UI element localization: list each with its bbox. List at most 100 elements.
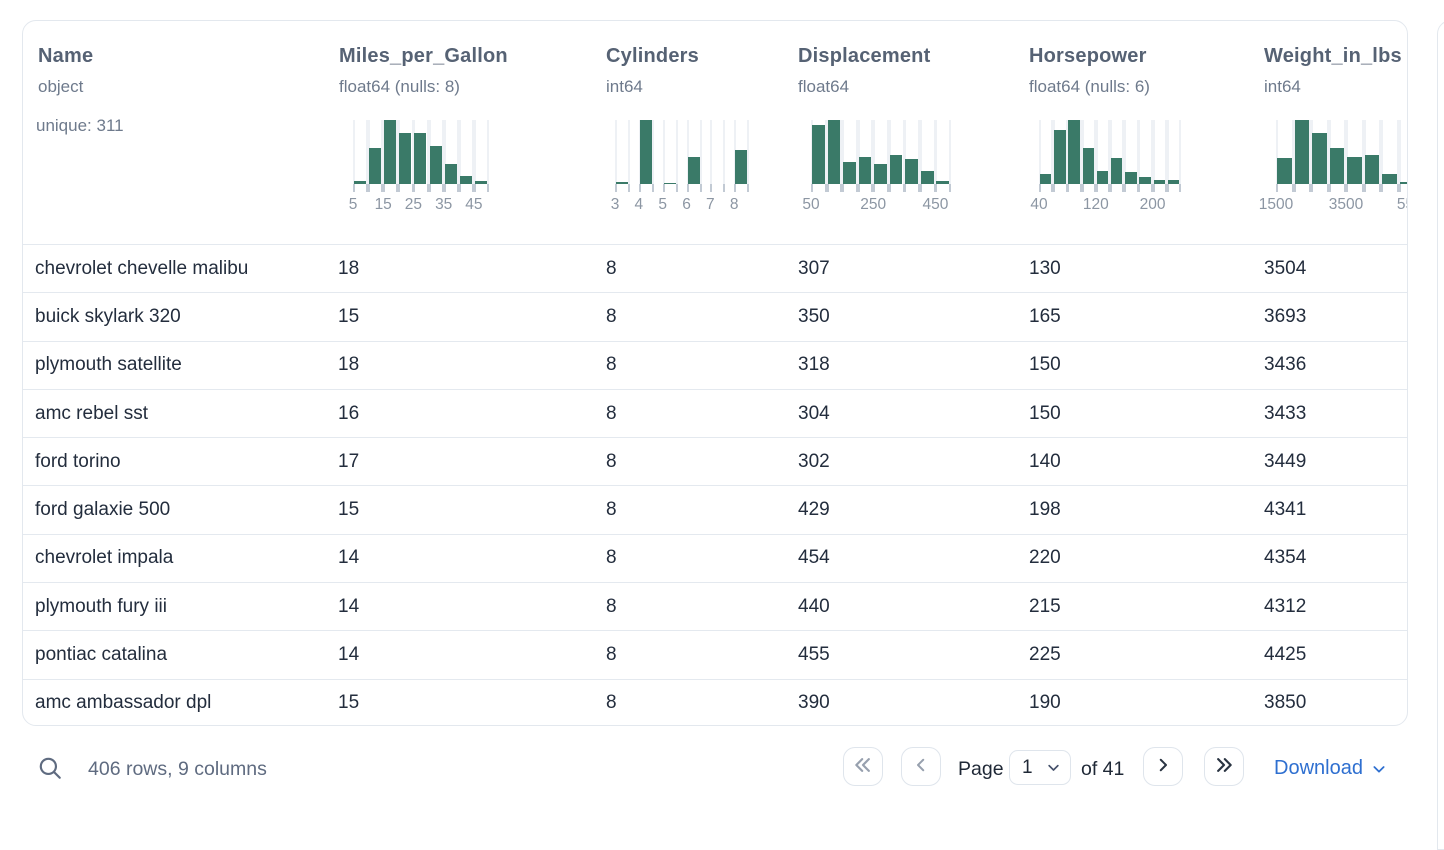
- hist-gridline: [840, 120, 843, 184]
- hist-tick: [628, 184, 631, 192]
- hist-gridline: [441, 120, 444, 184]
- hist-axis-label: 250: [860, 196, 887, 213]
- hist-tick: [398, 184, 401, 192]
- hist-tick: [675, 184, 678, 192]
- hist-tick: [1136, 184, 1139, 192]
- hist-bar: [399, 132, 412, 184]
- table-cell: 3850: [1264, 692, 1307, 714]
- hist-axis-label: 200: [1139, 196, 1166, 213]
- hist-gridline: [904, 120, 907, 184]
- hist-tick: [1309, 184, 1312, 192]
- hist-tick: [381, 184, 384, 192]
- hist-gridline: [615, 120, 617, 184]
- hist-gridline: [1166, 120, 1169, 184]
- hist-axis-label: 50: [802, 196, 820, 213]
- table-cell: amc ambassador dpl: [35, 692, 212, 714]
- column-type: int64: [1264, 77, 1301, 96]
- search-button[interactable]: [36, 755, 64, 783]
- hist-tick: [1276, 184, 1278, 192]
- hist-tick: [686, 184, 689, 192]
- hist-tick: [1165, 184, 1167, 192]
- hist-tick: [411, 184, 414, 192]
- hist-tick: [1053, 184, 1056, 192]
- hist-bar: [1382, 173, 1397, 184]
- hist-tick: [1293, 184, 1296, 192]
- hist-tick: [1108, 184, 1111, 192]
- table-cell: 8: [606, 692, 617, 714]
- hist-gridline: [1152, 120, 1155, 184]
- table-row: amc ambassador dpl 15 8 390 190 3850: [23, 678, 1407, 725]
- hist-tick: [873, 184, 876, 192]
- hist-gridline: [411, 120, 414, 184]
- hist-bar: [889, 155, 903, 184]
- column-title: Horsepower: [1029, 45, 1147, 67]
- hist-axis-label: 3: [610, 196, 620, 213]
- table-cell: 150: [1029, 402, 1061, 424]
- hist-axis-label: 8: [729, 196, 739, 213]
- hist-gridline: [871, 120, 874, 184]
- table-cell: amc rebel sst: [35, 402, 148, 424]
- column-histogram-weight_in_lbs: 1500 3500 5500: [1259, 120, 1407, 216]
- hist-tick: [456, 184, 459, 192]
- hist-tick: [383, 184, 386, 192]
- table-cell: 150: [1029, 354, 1061, 376]
- table-cell: 190: [1029, 692, 1061, 714]
- page-total: of 41: [1081, 758, 1125, 780]
- table-cell: 3449: [1264, 450, 1307, 472]
- hist-bar: [1364, 154, 1380, 184]
- hist-bar: [384, 120, 397, 184]
- hist-bar: [429, 146, 442, 184]
- hist-tick: [473, 184, 476, 192]
- hist-gridline: [1361, 120, 1364, 184]
- hist-tick: [1166, 184, 1169, 192]
- table-cell: 8: [606, 305, 617, 327]
- hist-tick: [1081, 184, 1084, 192]
- table-cell: 14: [338, 547, 360, 569]
- next-page-button[interactable]: [1143, 747, 1183, 786]
- page-select[interactable]: 1: [1009, 750, 1071, 785]
- hist-gridline: [353, 120, 355, 184]
- column-title: Name: [38, 45, 94, 67]
- hist-gridline: [710, 120, 713, 184]
- hist-tick: [458, 184, 461, 192]
- hist-gridline: [888, 120, 891, 184]
- page-select-value: 1: [1022, 756, 1033, 778]
- column-header-miles_per_gallon: Miles_per_Gallon float64 (nulls: 8): [339, 45, 508, 97]
- double-chevron-right-icon: [1214, 755, 1234, 778]
- hist-tick: [1398, 184, 1401, 192]
- hist-tick: [699, 184, 702, 192]
- table-cell: 198: [1029, 499, 1061, 521]
- download-button[interactable]: Download: [1274, 757, 1387, 780]
- hist-tick: [855, 184, 858, 192]
- table-row: ford torino 17 8 302 140 3449: [23, 437, 1407, 485]
- hist-bar: [843, 162, 856, 184]
- table-cell: 165: [1029, 305, 1061, 327]
- hist-gridline: [1344, 120, 1347, 184]
- hist-gridline: [1065, 120, 1068, 184]
- hist-bar: [735, 150, 748, 184]
- hist-axis-label: 4: [634, 196, 644, 213]
- hist-gridline: [686, 120, 689, 184]
- hist-gridline: [426, 120, 429, 184]
- column-header-displacement: Displacement float64: [798, 45, 930, 97]
- hist-gridline: [473, 120, 476, 184]
- hist-tick: [824, 184, 827, 192]
- last-page-button[interactable]: [1204, 747, 1244, 786]
- hist-tick: [615, 184, 617, 192]
- table-cell: plymouth fury iii: [35, 595, 167, 617]
- hist-gridline: [443, 120, 446, 184]
- column-histogram-miles_per_gallon: 5 15 25 35 45: [349, 120, 489, 216]
- hist-gridline: [1363, 120, 1366, 184]
- hist-tick: [413, 184, 416, 192]
- hist-bar: [459, 176, 472, 184]
- hist-axis-label: 45: [465, 196, 483, 213]
- table-cell: 3504: [1264, 257, 1307, 279]
- table-cell: 304: [798, 402, 830, 424]
- hist-axis-label: 450: [922, 196, 949, 213]
- hist-tick: [366, 184, 369, 192]
- prev-page-button[interactable]: [901, 747, 941, 786]
- first-page-button[interactable]: [843, 747, 883, 786]
- hist-gridline: [747, 120, 750, 184]
- hist-bar: [1125, 171, 1137, 184]
